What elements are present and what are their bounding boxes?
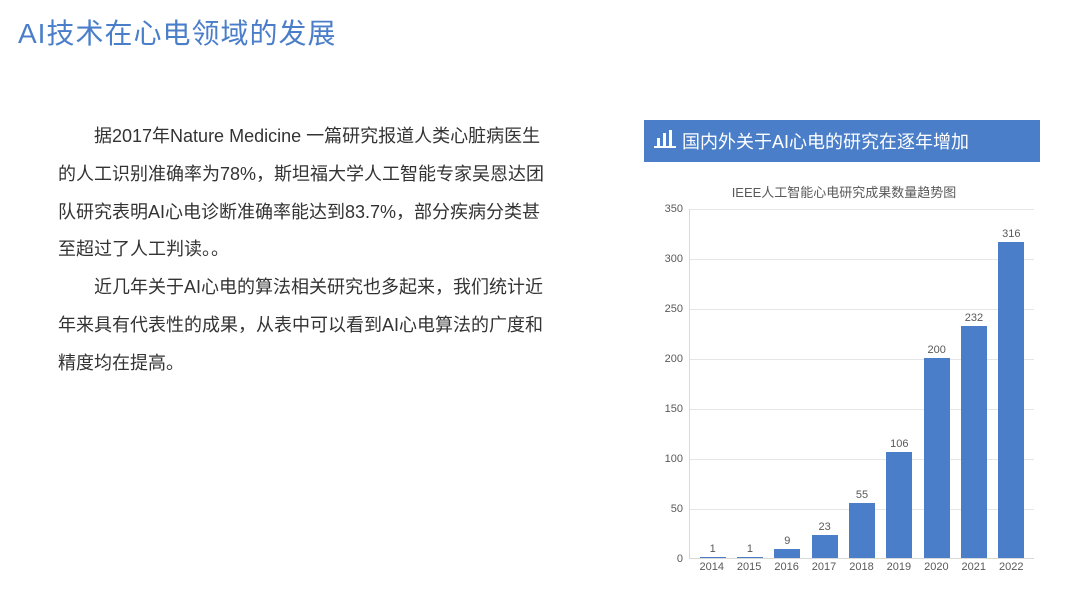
x-tick-label: 2021 [955,561,992,573]
bar-rect [998,242,1024,558]
bar-slot: 316 [993,228,1030,558]
x-tick-label: 2014 [693,561,730,573]
body-paragraphs: 据2017年Nature Medicine 一篇研究报道人类心脏病医生的人工识别… [58,118,558,383]
x-tick-label: 2019 [880,561,917,573]
y-tick-label: 50 [671,503,683,515]
paragraph-2: 近几年关于AI心电的算法相关研究也多起来，我们统计近年来具有代表性的成果，从表中… [58,269,558,382]
y-tick-label: 100 [665,453,683,465]
bar-slot: 55 [843,489,880,558]
bar-rect [849,503,875,558]
y-axis: 050100150200250300350 [644,209,689,559]
bar-rect [700,557,726,558]
bar-slot: 1 [731,543,768,558]
y-tick-label: 200 [665,353,683,365]
x-tick-label: 2015 [730,561,767,573]
bars-container: 1 1 9 23 55 106 200 232 316 [690,209,1034,558]
bar-value-label: 1 [710,543,716,555]
y-tick-label: 300 [665,253,683,265]
y-tick-label: 0 [677,553,683,565]
bar-slot: 200 [918,344,955,558]
bar-value-label: 9 [784,535,790,547]
chart-banner: 国内外关于AI心电的研究在逐年增加 [644,120,1040,162]
y-tick-label: 150 [665,403,683,415]
x-tick-label: 2022 [993,561,1030,573]
bar-value-label: 200 [927,344,945,356]
bar-value-label: 23 [819,521,831,533]
bar-value-label: 232 [965,312,983,324]
bar-rect [886,452,912,558]
bar-chart-icon [654,130,676,153]
bar-rect [961,326,987,558]
bar-slot: 1 [694,543,731,558]
y-tick-label: 250 [665,303,683,315]
bar-rect [812,535,838,558]
x-tick-label: 2020 [918,561,955,573]
bar-slot: 232 [955,312,992,558]
bar-rect [774,549,800,558]
bar-rect [737,557,763,558]
x-tick-label: 2017 [805,561,842,573]
x-tick-label: 2016 [768,561,805,573]
paragraph-1: 据2017年Nature Medicine 一篇研究报道人类心脏病医生的人工识别… [58,118,558,269]
plot-area: 1 1 9 23 55 106 200 232 316 [689,209,1034,559]
x-tick-label: 2018 [843,561,880,573]
y-tick-label: 350 [665,203,683,215]
bar-value-label: 316 [1002,228,1020,240]
page-title: AI技术在心电领域的发展 [18,12,336,52]
bar-value-label: 106 [890,438,908,450]
bar-rect [924,358,950,558]
bar-value-label: 1 [747,543,753,555]
chart-region: 国内外关于AI心电的研究在逐年增加 IEEE人工智能心电研究成果数量趋势图 0 5… [644,120,1044,589]
bar-slot: 9 [769,535,806,558]
bar-chart: 050100150200250300350 119235510620023231… [644,209,1044,589]
bar-slot: 106 [881,438,918,558]
banner-text: 国内外关于AI心电的研究在逐年增加 [682,128,969,154]
chart-title: IEEE人工智能心电研究成果数量趋势图 [644,182,1044,201]
x-axis-labels: 201420152016201720182019202020212022 [689,561,1034,573]
bar-slot: 23 [806,521,843,558]
bar-value-label: 55 [856,489,868,501]
